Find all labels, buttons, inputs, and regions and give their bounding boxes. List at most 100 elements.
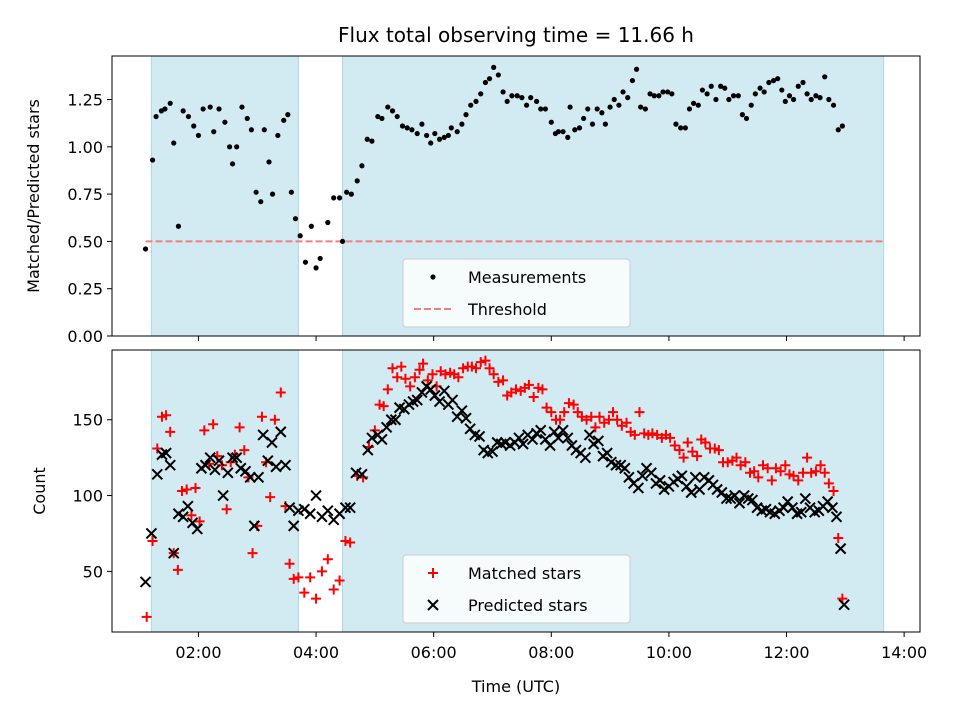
- y-tick-label: 1.25: [67, 91, 103, 110]
- predicted-stars-point: [339, 501, 352, 514]
- measurements-point: [216, 106, 222, 112]
- legend-label-measurements: Measurements: [468, 268, 586, 287]
- matched-stars-point: [608, 407, 619, 418]
- measurements-point: [339, 238, 346, 245]
- measurements-point: [538, 106, 544, 112]
- measurements-point: [142, 246, 149, 252]
- predicted-stars-point: [151, 468, 163, 481]
- matched-stars-point: [511, 384, 521, 395]
- measurements-point: [739, 112, 746, 118]
- predicted-stars-point: [438, 385, 450, 397]
- measurements-point: [616, 102, 622, 108]
- measurements-point: [222, 119, 228, 125]
- predicted-stars-point: [217, 489, 229, 502]
- measurements-point: [369, 138, 375, 144]
- measurements-point: [379, 115, 385, 122]
- measurements-point: [200, 106, 206, 112]
- measurements-point: [790, 96, 797, 103]
- measurements-point: [682, 125, 688, 131]
- measurements-point: [523, 102, 530, 108]
- y-tick-label: 1.00: [67, 138, 103, 157]
- measurements-point: [779, 87, 785, 93]
- measurements-point: [748, 102, 754, 108]
- measurements-point: [463, 112, 469, 118]
- y-tick-label: 50: [83, 562, 103, 581]
- matched-stars-point: [612, 414, 623, 425]
- legend-label-predicted-stars: Predicted stars: [468, 596, 588, 615]
- matched-stars-point: [498, 375, 509, 386]
- count-panel-y-ticks: 50 100 150: [72, 411, 112, 581]
- measurements-point: [555, 129, 561, 135]
- legend-label-threshold: Threshold: [467, 300, 547, 319]
- measurements-point: [297, 233, 303, 239]
- measurements-point: [404, 125, 410, 131]
- measurements-point: [752, 91, 758, 97]
- measurements-point: [364, 136, 370, 142]
- matched-stars-point: [322, 554, 333, 565]
- predicted-stars-point: [213, 454, 225, 467]
- predicted-stars-point: [275, 426, 287, 438]
- predicted-stars-point: [456, 404, 468, 417]
- matched-stars-point: [440, 369, 451, 380]
- predicted-stars-point: [460, 412, 472, 424]
- x-tick-label: 10:00: [646, 643, 692, 662]
- matched-stars-point: [427, 369, 438, 380]
- predicted-stars-point: [177, 511, 189, 523]
- measurements-point: [389, 108, 396, 114]
- measurements-point: [761, 89, 767, 95]
- matched-stars-point: [288, 573, 299, 584]
- measurements-point: [826, 96, 832, 103]
- matched-stars-point: [669, 440, 680, 451]
- measurements-point: [839, 123, 845, 129]
- matched-stars-point: [152, 443, 163, 454]
- measurements-point: [336, 195, 343, 201]
- predicted-stars-point: [689, 471, 702, 484]
- predicted-stars-point: [164, 459, 176, 471]
- measurements-point: [766, 79, 772, 86]
- predicted-stars-point: [411, 394, 423, 406]
- predicted-stars-point: [557, 424, 569, 437]
- measurements-point: [504, 98, 510, 105]
- matched-stars-point: [629, 429, 640, 440]
- predicted-stars-point: [376, 433, 388, 446]
- measurements-point: [149, 157, 156, 163]
- measurements-point: [602, 121, 608, 127]
- measurements-point: [253, 189, 259, 195]
- predicted-stars-point: [693, 483, 706, 496]
- predicted-stars-point: [145, 527, 158, 540]
- predicted-stars-point: [366, 432, 378, 444]
- ratio-panel-y-label: Matched/Predicted stars: [24, 99, 43, 293]
- matched-stars-point: [299, 587, 310, 598]
- matched-stars-point: [678, 452, 689, 463]
- matched-stars-point: [141, 611, 152, 622]
- matched-stars-point: [378, 401, 389, 412]
- measurements-point: [686, 106, 693, 112]
- ratio-panel-legend: Measurements Threshold: [402, 258, 631, 328]
- x-tick-label: 06:00: [411, 643, 457, 662]
- measurements-point: [565, 134, 571, 140]
- measurements-point: [292, 216, 299, 222]
- predicted-stars-point: [160, 447, 172, 459]
- measurements-point: [359, 163, 365, 169]
- measurements-point: [399, 123, 406, 129]
- predicted-stars-point: [826, 501, 839, 514]
- measurements-point: [629, 77, 636, 84]
- predicted-stars-point: [279, 459, 292, 471]
- measurements-point: [419, 121, 425, 127]
- predicted-stars-point: [517, 438, 529, 450]
- predicted-stars-point: [548, 426, 560, 438]
- matched-stars-point: [181, 484, 192, 495]
- predicted-stars-point: [252, 471, 265, 484]
- matched-stars-point: [186, 510, 197, 521]
- predicted-stars-point: [601, 447, 613, 459]
- matched-stars-point: [471, 363, 482, 374]
- measurements-point: [185, 113, 192, 120]
- measurements-point: [519, 95, 525, 101]
- predicted-stars-point: [283, 501, 296, 514]
- matched-stars-point: [621, 417, 632, 428]
- predicted-stars-point: [362, 444, 374, 456]
- measurements-point: [478, 91, 484, 97]
- matched-stars-point: [176, 486, 187, 496]
- measurements-point: [813, 93, 819, 99]
